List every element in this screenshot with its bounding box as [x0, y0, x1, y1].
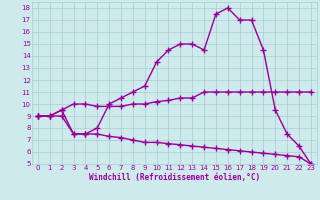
X-axis label: Windchill (Refroidissement éolien,°C): Windchill (Refroidissement éolien,°C) — [89, 173, 260, 182]
